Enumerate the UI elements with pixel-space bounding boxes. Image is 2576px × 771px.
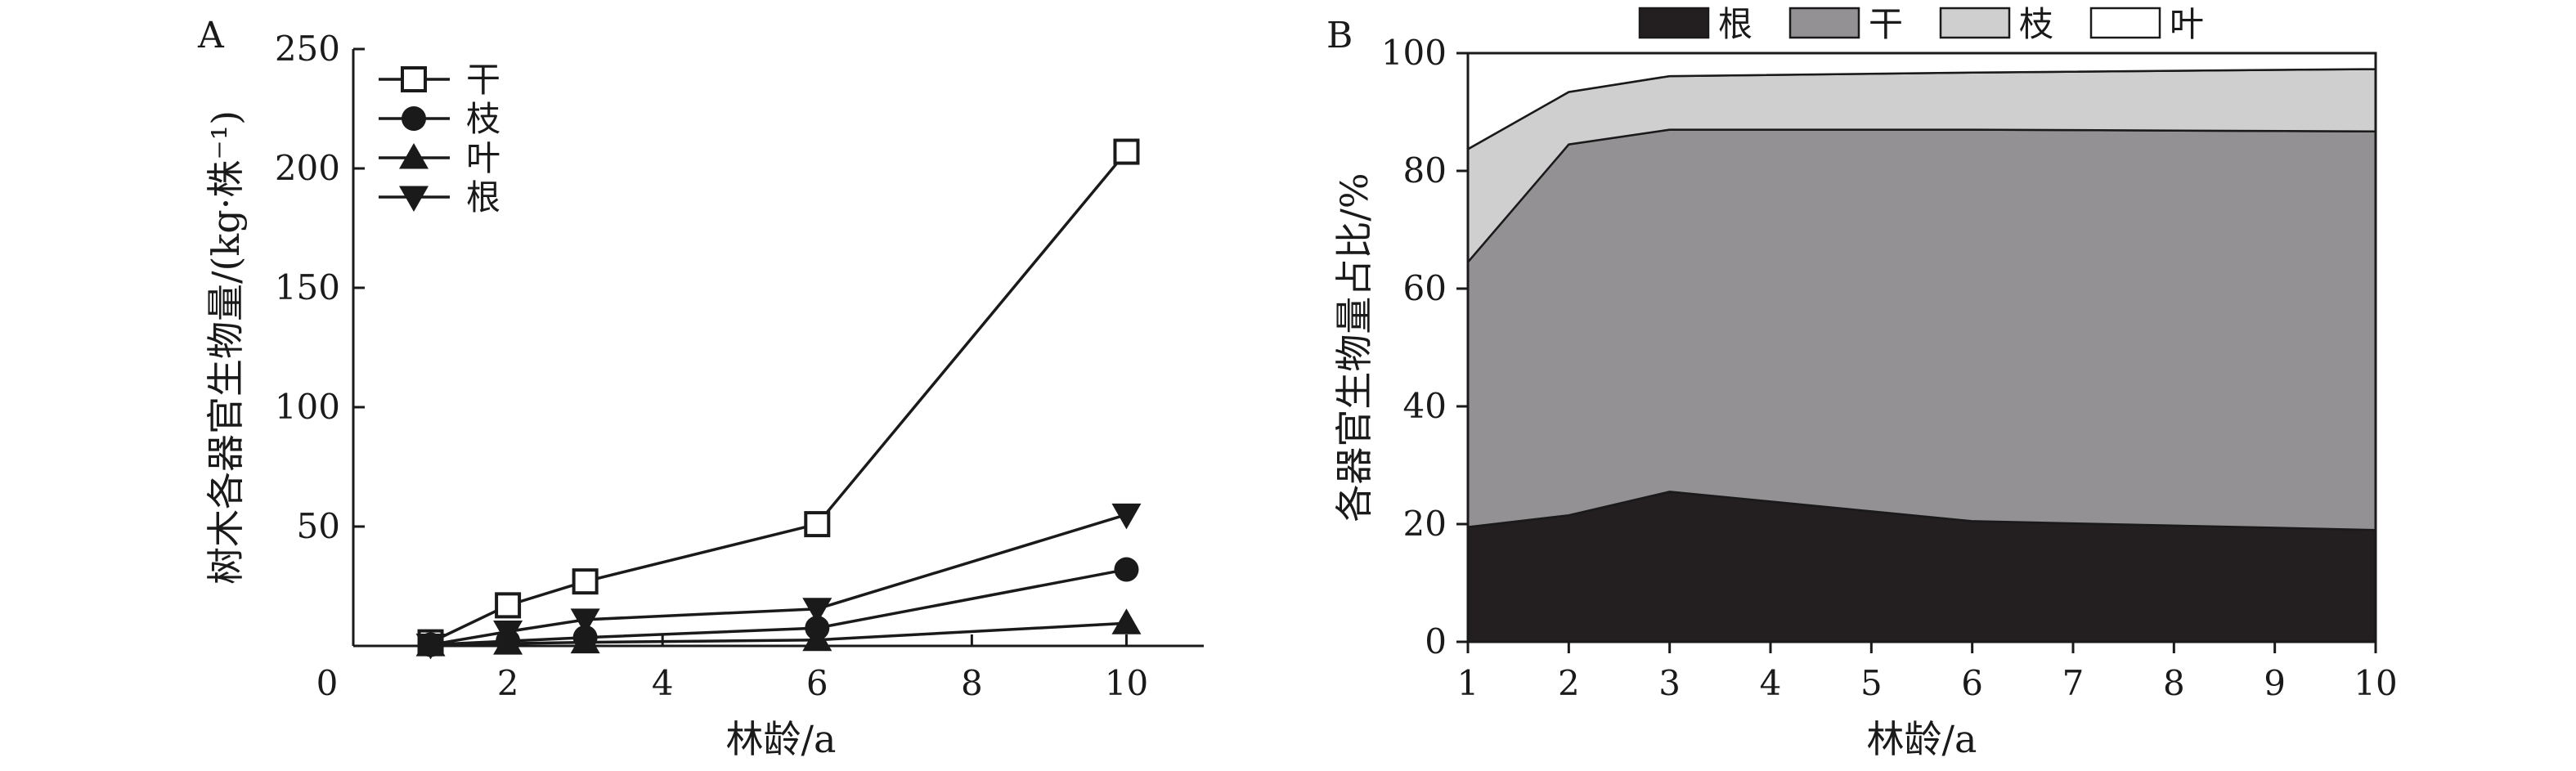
panel-a-x-axis-title: 林龄/a xyxy=(726,717,837,761)
panel-a-y-tick-label: 150 xyxy=(275,267,340,307)
panel-a-point-3 xyxy=(802,625,832,652)
panel-b-legend-label: 叶 xyxy=(2170,4,2204,44)
panel-a-x-tick-label: 8 xyxy=(961,663,983,703)
panel-b-letter: B xyxy=(1326,15,1353,56)
panel-a-point-4 xyxy=(1111,503,1142,530)
panel-b-x-tick-label: 2 xyxy=(1558,663,1580,703)
panel-a-point-1 xyxy=(495,592,522,619)
panel-a-legend-marker xyxy=(402,106,426,131)
panel-b-legend-swatch xyxy=(2089,7,2161,39)
panel-a-point-1 xyxy=(1113,138,1140,165)
panel-a-letter: A xyxy=(197,15,225,56)
panel-b-x-tick-label: 1 xyxy=(1457,663,1479,703)
panel-b-y-tick-label: 60 xyxy=(1403,268,1447,308)
panel-a-x-tick-label: 6 xyxy=(806,663,828,703)
panel-b-legend: 根干枝叶 xyxy=(1638,4,2204,44)
panel-b-y-tick-label: 100 xyxy=(1381,33,1447,73)
panel-a-legend-label: 干 xyxy=(466,60,500,100)
panel-b-y-axis-title: 各器官生物量占比/% xyxy=(1332,173,1376,522)
panel-b-x-tick-label: 9 xyxy=(2264,663,2286,703)
panel-a-x-tick-label: 2 xyxy=(497,663,519,703)
panel-b-y-tick-label: 40 xyxy=(1403,386,1447,426)
panel-a-series-line-1 xyxy=(429,150,1128,644)
panel-a-point-4 xyxy=(415,634,446,660)
panel-a-point-4 xyxy=(493,620,523,647)
panel-b-area-2 xyxy=(1466,128,2377,531)
panel-a-point-1 xyxy=(572,568,599,595)
panel-b-x-tick-label: 5 xyxy=(1860,663,1883,703)
panel-a-y-tick-label: 100 xyxy=(275,387,340,427)
panel-a-point-3 xyxy=(570,627,600,654)
panel-b-y-tick-label: 80 xyxy=(1403,150,1447,191)
panel-b-x-tick-label: 6 xyxy=(1961,663,1983,703)
panel-a-point-3 xyxy=(1111,608,1142,634)
panel-a-legend-marker xyxy=(401,66,427,92)
panel-a-point-2 xyxy=(1114,557,1139,582)
panel-b-legend-swatch xyxy=(1788,7,1860,39)
panel-b-legend-label: 干 xyxy=(1869,4,1903,44)
panel-b-x-tick-label: 7 xyxy=(2062,663,2085,703)
panel-a-point-4 xyxy=(802,598,832,624)
panel-b-area-chart: B 0 20 40 60 80 100 1 2 3 4 5 6 7 8 9 10 根 干 枝 叶 林龄/a 各器官… xyxy=(1326,4,2398,761)
panel-a-legend-label: 枝 xyxy=(466,99,500,139)
panel-a-legend-label: 根 xyxy=(466,177,500,217)
panel-a-point-1 xyxy=(804,511,831,538)
panel-a-origin-label: 0 xyxy=(316,663,339,703)
panel-a-legend-marker xyxy=(399,186,429,212)
panel-b-legend-swatch xyxy=(1939,7,2011,39)
panel-b-x-tick-label: 3 xyxy=(1658,663,1681,703)
panel-b-legend-label: 枝 xyxy=(2019,4,2053,44)
panel-b-y-tick-label: 0 xyxy=(1425,621,1447,661)
panel-b-plot-frame xyxy=(1466,52,2377,643)
panel-a-series-line-2 xyxy=(430,567,1127,647)
panel-a-legend-label: 叶 xyxy=(466,138,500,178)
panel-b-x-tick-label: 10 xyxy=(2354,663,2397,703)
panel-a-legend-marker xyxy=(399,143,429,169)
panel-a-x-tick-label: 10 xyxy=(1105,663,1148,703)
panel-a-y-tick-label: 250 xyxy=(275,29,340,69)
panel-a-y-tick-label: 200 xyxy=(275,148,340,188)
panel-b-legend-swatch xyxy=(1638,7,1710,39)
panel-a-y-axis-title: 树木各器官生物量/(kg·株⁻¹) xyxy=(204,110,248,585)
panel-b-x-tick-label: 8 xyxy=(2163,663,2185,703)
panel-b-x-tick-label: 4 xyxy=(1760,663,1782,703)
panel-b-x-axis-title: 林龄/a xyxy=(1867,717,1977,761)
panel-a-y-tick-label: 50 xyxy=(297,506,340,546)
panel-b-legend-label: 根 xyxy=(1718,4,1752,44)
panel-a-x-tick-label: 4 xyxy=(652,663,674,703)
panel-a-point-4 xyxy=(570,608,600,634)
panel-b-y-tick-label: 20 xyxy=(1403,504,1447,544)
